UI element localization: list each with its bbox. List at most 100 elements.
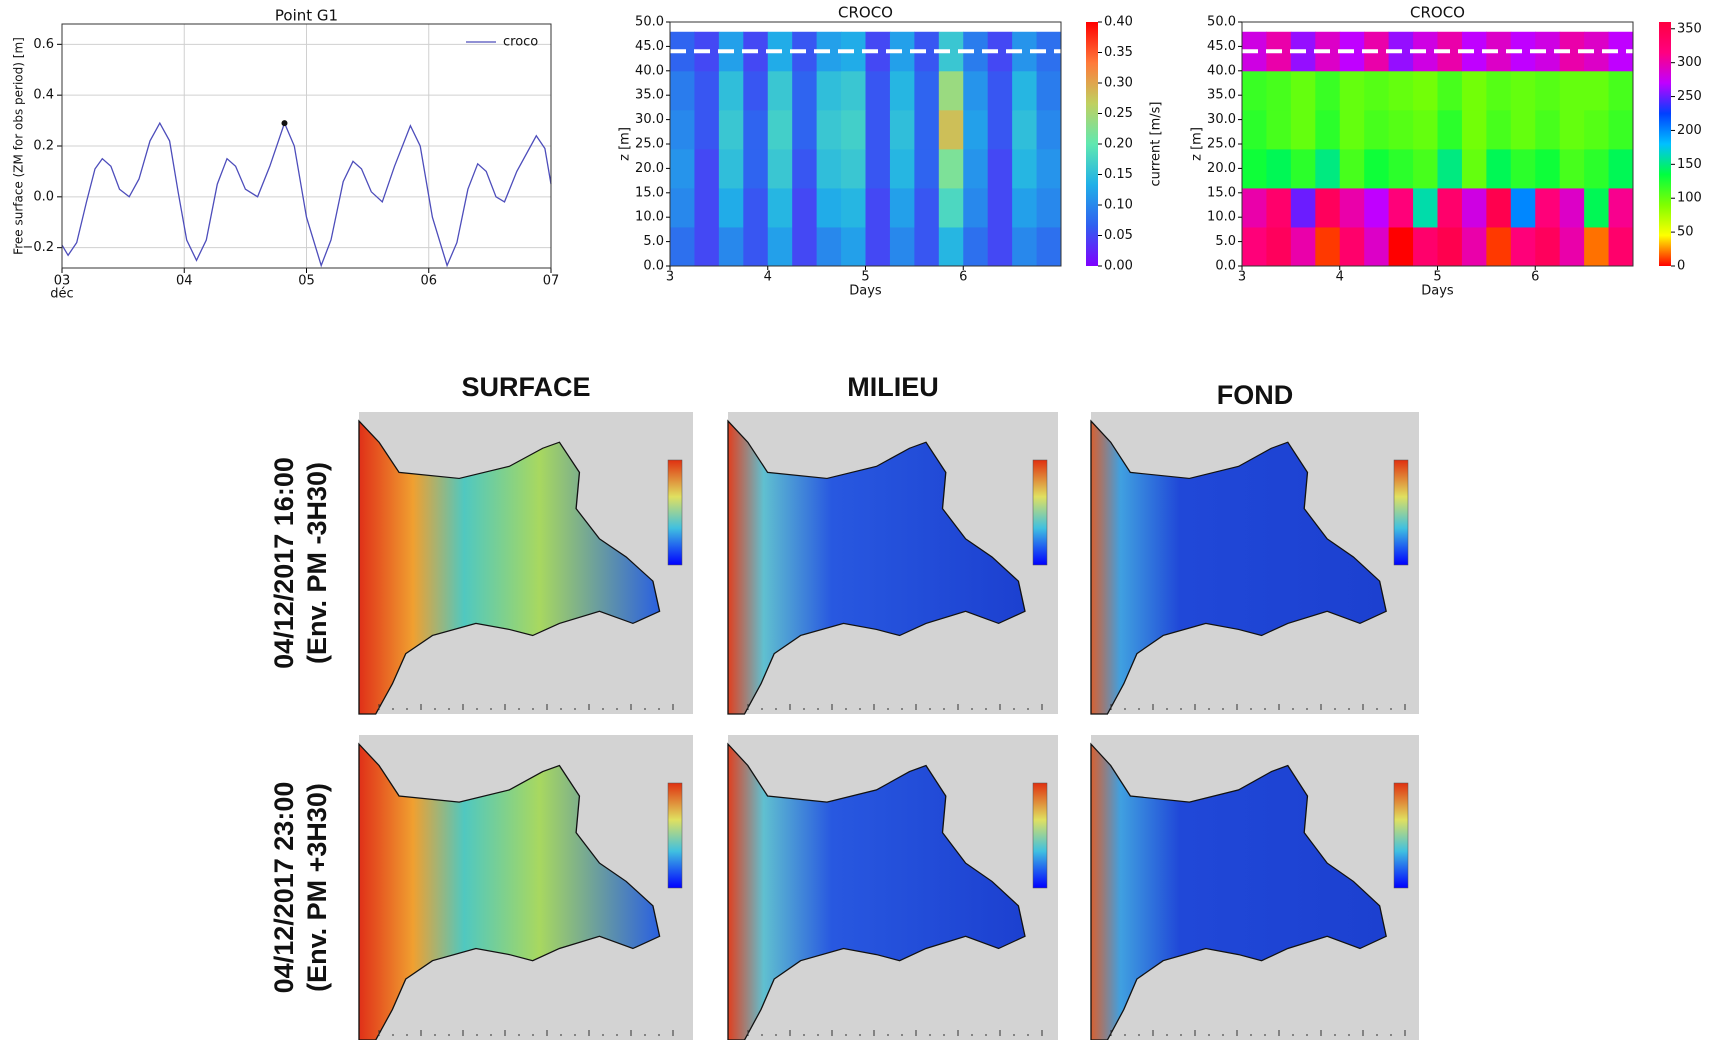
map-colorbar [1032, 782, 1048, 889]
heat-cell [792, 187, 818, 228]
heat-cell [1559, 70, 1585, 111]
heat-cell [1584, 226, 1610, 267]
chart-title: CROCO [1410, 4, 1465, 22]
heat-cell [1266, 109, 1292, 150]
heat-cell [889, 109, 915, 150]
y-tick-label: 10.0 [1207, 210, 1236, 225]
heat-cell [1461, 187, 1487, 228]
heat-cell [1266, 148, 1292, 189]
heat-cell [938, 187, 964, 228]
current-vectors [728, 744, 1025, 1040]
heat-cell [889, 226, 915, 267]
heat-cell [865, 148, 891, 189]
heat-cell [1608, 187, 1634, 228]
column-title: FOND [1217, 380, 1294, 410]
heat-cell [1364, 226, 1390, 267]
heat-cell [1036, 226, 1062, 267]
heat-cell [1437, 226, 1463, 267]
heat-cell [914, 187, 940, 228]
y-tick-label: 35.0 [635, 88, 664, 103]
heat-cell [792, 109, 818, 150]
heat-cell [1608, 70, 1634, 111]
heat-cell [889, 148, 915, 189]
y-tick-label: 20.0 [1207, 161, 1236, 176]
heat-cell [1012, 148, 1038, 189]
heat-cell [1242, 187, 1267, 228]
heat-cell [1012, 187, 1038, 228]
y-tick-label: 15.0 [1207, 185, 1236, 200]
heat-cell [1510, 70, 1536, 111]
heat-cell [1559, 226, 1585, 267]
map-colorbar [1393, 782, 1409, 889]
heat-cell [1486, 187, 1512, 228]
x-axis-label: Days [849, 284, 882, 299]
heat-cell [1413, 109, 1438, 150]
y-tick-label: 35.0 [1207, 88, 1236, 103]
y-tick-label: 45.0 [1207, 39, 1236, 54]
heat-cell [1339, 148, 1365, 189]
colorbar [1086, 22, 1098, 266]
legend-label: croco [503, 35, 538, 50]
x-tick-label: 4 [764, 270, 772, 285]
line-series [61, 121, 552, 268]
heat-cell [816, 70, 842, 111]
heat-cell [1437, 187, 1463, 228]
heat-cell [1242, 226, 1267, 267]
heat-cell [963, 187, 989, 228]
marker-point [281, 120, 288, 127]
heat-cell [889, 70, 915, 111]
y-tick-label: 25.0 [1207, 137, 1236, 152]
colorbar-tick-label: 50 [1677, 225, 1694, 240]
heat-cell [670, 148, 695, 189]
heat-cell [1266, 187, 1292, 228]
heat-cell [816, 226, 842, 267]
colorbar-tick-label: 350 [1677, 21, 1702, 36]
y-tick-label: 25.0 [635, 137, 664, 152]
heat-cell [1461, 226, 1487, 267]
heat-cell [1266, 226, 1292, 267]
heat-cell [938, 109, 964, 150]
heat-cell [1364, 187, 1390, 228]
heat-cell [1510, 187, 1536, 228]
heat-cell [694, 148, 720, 189]
heat-cell [1012, 109, 1038, 150]
heat-cell [963, 109, 989, 150]
heat-cell [792, 148, 818, 189]
heat-cell [1584, 109, 1610, 150]
heat-cell [1413, 226, 1438, 267]
heat-cell [1486, 226, 1512, 267]
y-tick-label: 0.0 [643, 259, 664, 274]
row-label: 04/12/2017 16:00 [269, 457, 299, 669]
x-tick-label: 05 [298, 274, 315, 289]
map-colorbar [667, 459, 683, 566]
heat-cell [1364, 109, 1390, 150]
row-label: (Env. PM -3H30) [302, 462, 332, 664]
heat-cell [767, 187, 793, 228]
heat-cell [1036, 109, 1062, 150]
heat-cell [987, 148, 1013, 189]
heat-cell [670, 109, 695, 150]
map-colorbar [1393, 459, 1409, 566]
heat-cell [987, 226, 1013, 267]
x-tick-label: 6 [959, 270, 967, 285]
heat-cell [1315, 148, 1341, 189]
heat-cell [1339, 226, 1365, 267]
heat-cell [1388, 109, 1414, 150]
x-tick-label: 5 [1433, 270, 1441, 285]
chart-title: CROCO [838, 4, 893, 22]
y-axis-label: z [m] [618, 127, 633, 161]
row-label: 04/12/2017 23:00 [269, 782, 299, 994]
x-tick-label: 6 [1531, 270, 1539, 285]
colorbar-tick-label: 0.05 [1104, 228, 1133, 243]
heat-cell [1036, 148, 1062, 189]
map-colorbar [667, 782, 683, 889]
heat-cell [1388, 148, 1414, 189]
heat-cell [1584, 187, 1610, 228]
heat-cell [1242, 109, 1267, 150]
heat-cell [914, 148, 940, 189]
map-panel [727, 419, 1026, 715]
heat-cell [1036, 187, 1062, 228]
y-tick-label: 40.0 [635, 63, 664, 78]
heat-cell [865, 109, 891, 150]
map-panel [358, 419, 661, 715]
